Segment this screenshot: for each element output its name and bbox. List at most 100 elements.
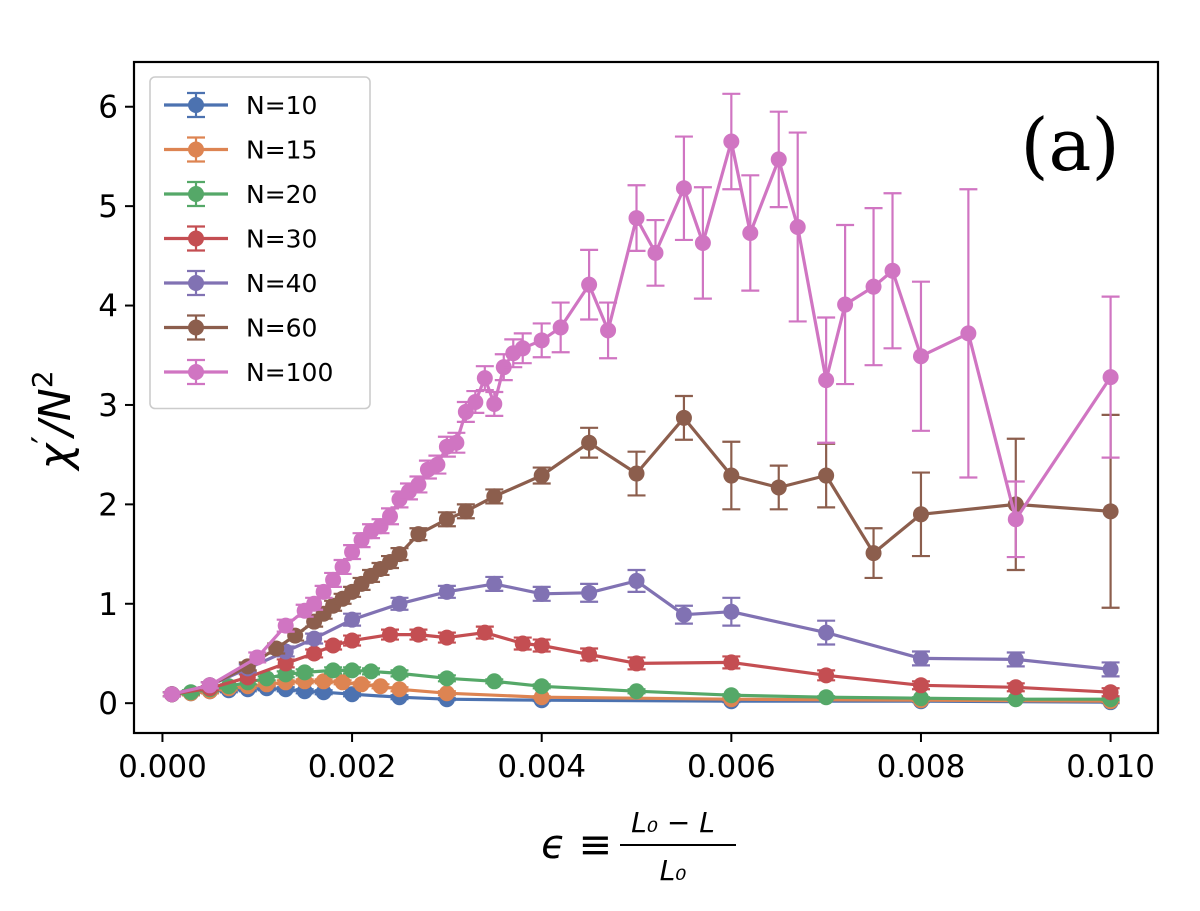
data-point-N=40: [912, 650, 929, 667]
data-point-N=30: [912, 677, 929, 694]
data-point-N=30: [410, 626, 427, 643]
data-point-N=100: [514, 340, 531, 357]
data-point-N=20: [258, 670, 275, 687]
y-tick-label: 3: [98, 388, 118, 424]
data-point-N=100: [675, 180, 692, 197]
data-point-N=20: [486, 673, 503, 690]
data-point-N=20: [438, 670, 455, 687]
legend-marker-N=60: [188, 319, 204, 336]
data-point-N=30: [476, 624, 493, 641]
data-point-N=40: [723, 603, 740, 620]
data-point-N=100: [486, 395, 503, 412]
data-point-N=100: [201, 677, 218, 694]
data-point-N=100: [865, 278, 882, 295]
data-point-N=60: [391, 546, 408, 563]
data-point-N=60: [533, 467, 550, 484]
data-point-N=60: [628, 465, 645, 482]
data-point-N=20: [325, 662, 342, 679]
data-point-N=15: [533, 689, 550, 706]
data-point-N=60: [457, 503, 474, 520]
data-point-N=20: [1007, 691, 1024, 708]
data-point-N=100: [249, 649, 266, 666]
y-tick-label: 4: [98, 289, 118, 325]
legend-marker-N=10: [188, 97, 204, 113]
data-point-N=60: [865, 545, 882, 562]
data-point-N=30: [533, 637, 550, 654]
data-point-N=20: [363, 663, 380, 680]
data-point-N=100: [1007, 511, 1024, 528]
legend-marker-N=100: [188, 364, 204, 380]
data-point-N=100: [306, 595, 323, 612]
ylabel-exp: 2: [26, 370, 59, 388]
data-point-N=10: [344, 686, 361, 703]
data-point-N=20: [912, 690, 929, 707]
data-point-N=30: [723, 654, 740, 671]
data-point-N=15: [315, 673, 332, 690]
data-point-N=60: [1102, 503, 1119, 520]
data-point-N=100: [533, 332, 550, 349]
legend-entry-N=10: N=10: [164, 91, 317, 120]
data-point-N=15: [353, 676, 370, 693]
data-point-N=30: [325, 637, 342, 654]
legend-entry-N=100: N=100: [164, 358, 333, 387]
data-point-N=100: [552, 319, 569, 336]
x-tick-label: 0.008: [877, 749, 966, 785]
data-point-N=100: [1102, 369, 1119, 386]
data-point-N=60: [770, 479, 787, 496]
xlabel-numerator: L₀ − L: [631, 806, 715, 839]
data-point-N=100: [476, 370, 493, 387]
data-point-N=30: [277, 655, 294, 672]
data-point-N=30: [344, 632, 361, 649]
x-tick-label: 0.000: [118, 749, 207, 785]
data-point-N=40: [628, 572, 645, 589]
data-point-N=60: [438, 511, 455, 528]
x-tick-label: 0.010: [1066, 749, 1155, 785]
data-point-N=40: [486, 575, 503, 592]
data-point-N=100: [429, 456, 446, 473]
data-point-N=100: [770, 151, 787, 168]
legend-label-N=100: N=100: [246, 358, 333, 387]
series-N=30: [162, 624, 1120, 703]
x-tick-label: 0.002: [308, 749, 397, 785]
data-point-N=40: [1007, 651, 1024, 668]
legend-entry-N=60: N=60: [164, 314, 317, 343]
data-point-N=100: [277, 617, 294, 634]
legend: N=10 N=15 N=20 N=30 N=40 N=60 N=100: [149, 76, 371, 410]
data-point-N=15: [372, 678, 389, 695]
data-point-N=100: [581, 276, 598, 293]
y-tick-label: 2: [98, 487, 118, 523]
data-point-N=30: [514, 635, 531, 652]
data-point-N=40: [344, 611, 361, 628]
data-point-N=30: [438, 629, 455, 646]
series-N=60: [162, 394, 1120, 703]
data-point-N=100: [448, 434, 465, 451]
data-point-N=100: [742, 224, 759, 241]
data-point-N=60: [410, 526, 427, 543]
legend-marker-N=15: [188, 141, 204, 158]
data-point-N=100: [647, 244, 664, 261]
data-point-N=100: [628, 210, 645, 227]
data-point-N=20: [723, 687, 740, 704]
data-point-N=100: [457, 403, 474, 420]
ticks-layer: 0.000 0.002 0.004 0.006 0.008 0.010 0 1 2 3 4 5 6: [98, 90, 1155, 785]
x-axis-label: ϵ ≡ L₀ − L L₀: [541, 806, 736, 887]
plot-frame: [132, 60, 1160, 735]
data-point-N=40: [581, 584, 598, 601]
data-point-N=100: [600, 322, 617, 339]
legend-entry-N=30: N=30: [164, 225, 317, 254]
data-point-N=60: [675, 409, 692, 426]
data-point-N=20: [533, 678, 550, 695]
xlabel-lhs: ϵ ≡: [541, 822, 612, 868]
data-point-N=100: [467, 393, 484, 410]
data-point-N=100: [789, 219, 806, 236]
legend-label-N=40: N=40: [246, 269, 317, 298]
data-point-N=60: [912, 506, 929, 523]
y-tick-label: 1: [98, 587, 118, 623]
legend-marker-N=20: [188, 186, 204, 202]
data-point-N=10: [315, 684, 332, 701]
data-point-N=100: [884, 262, 901, 279]
data-point-N=20: [818, 689, 835, 706]
data-point-N=15: [391, 681, 408, 698]
data-point-N=30: [581, 646, 598, 663]
